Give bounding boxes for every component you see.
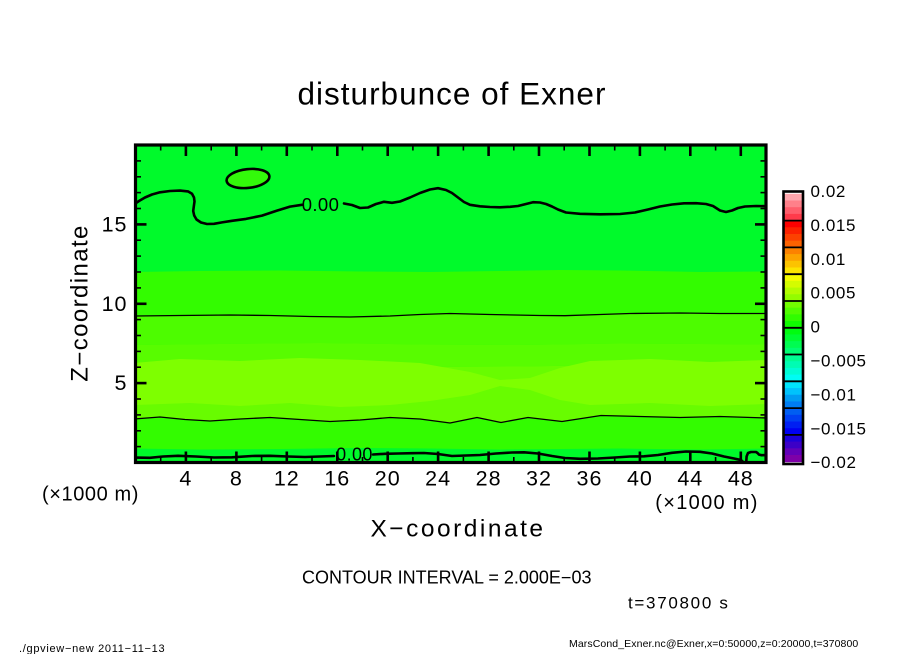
svg-text:Z−coordinate: Z−coordinate xyxy=(67,224,94,382)
svg-text:0.02: 0.02 xyxy=(811,182,847,201)
svg-text:t=370800 s: t=370800 s xyxy=(628,594,730,613)
svg-text:−0.02: −0.02 xyxy=(811,453,857,472)
svg-text:20: 20 xyxy=(375,467,401,491)
svg-text:X−coordinate: X−coordinate xyxy=(370,516,545,543)
svg-text:10: 10 xyxy=(102,292,128,316)
svg-text:12: 12 xyxy=(274,467,300,491)
svg-text:./gpview−new 2011−11−13: ./gpview−new 2011−11−13 xyxy=(19,643,165,654)
svg-text:24: 24 xyxy=(425,467,451,491)
svg-text:40: 40 xyxy=(627,467,653,491)
svg-text:48: 48 xyxy=(728,467,754,491)
svg-text:0: 0 xyxy=(811,318,821,337)
svg-text:0.00: 0.00 xyxy=(302,194,340,215)
svg-text:44: 44 xyxy=(677,467,703,491)
svg-text:32: 32 xyxy=(526,467,552,491)
svg-text:8: 8 xyxy=(230,467,243,491)
svg-text:(×1000 m): (×1000 m) xyxy=(655,492,758,514)
svg-text:28: 28 xyxy=(476,467,502,491)
svg-text:−0.015: −0.015 xyxy=(811,419,867,438)
svg-text:disturbunce of Exner: disturbunce of Exner xyxy=(298,76,607,112)
svg-text:MarsCond_Exner.nc@Exner,x=0:50: MarsCond_Exner.nc@Exner,x=0:50000,z=0:20… xyxy=(569,638,858,650)
svg-text:−0.01: −0.01 xyxy=(811,385,857,404)
svg-text:15: 15 xyxy=(102,212,128,236)
svg-text:CONTOUR INTERVAL = 2.000E−03: CONTOUR INTERVAL = 2.000E−03 xyxy=(302,568,591,588)
svg-text:5: 5 xyxy=(115,371,128,395)
svg-text:4: 4 xyxy=(179,467,192,491)
svg-text:−0.005: −0.005 xyxy=(811,352,867,371)
svg-text:0.00: 0.00 xyxy=(336,445,373,465)
svg-text:0.005: 0.005 xyxy=(811,284,857,303)
svg-text:16: 16 xyxy=(324,467,350,491)
svg-text:0.015: 0.015 xyxy=(811,216,857,235)
svg-text:0.01: 0.01 xyxy=(811,250,847,269)
svg-text:(×1000 m): (×1000 m) xyxy=(42,484,139,506)
svg-text:36: 36 xyxy=(577,467,603,491)
